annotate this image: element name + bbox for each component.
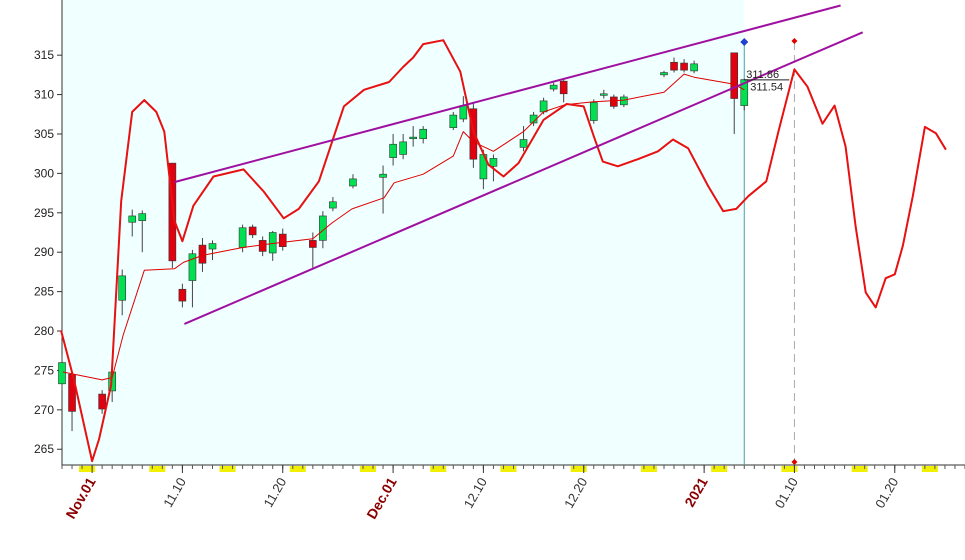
weekend-marker	[921, 466, 938, 472]
candle-body	[128, 215, 137, 223]
candle-body	[309, 240, 317, 248]
weekend-marker	[79, 466, 96, 472]
weekend-marker	[711, 466, 728, 472]
marker-diamond	[791, 459, 798, 465]
candle-body	[539, 100, 548, 113]
candle-body	[98, 393, 106, 410]
weekend-marker	[360, 466, 377, 472]
y-tick-label: 285	[34, 285, 54, 299]
candle-body	[238, 227, 247, 248]
y-tick-label: 270	[34, 403, 54, 417]
candle-body	[389, 143, 397, 158]
y-tick-label: 290	[34, 245, 54, 259]
candle-body	[198, 244, 207, 264]
weekend-marker	[640, 466, 657, 472]
x-tick-label: 12.20	[561, 475, 590, 511]
candle-body	[660, 72, 668, 76]
candle-body	[178, 288, 187, 302]
weekend-marker	[500, 466, 517, 472]
x-tick-label: 01.10	[772, 475, 801, 511]
y-tick-label: 315	[34, 48, 54, 62]
candle-body	[118, 275, 126, 301]
candle-body	[489, 158, 498, 167]
candle-body	[670, 61, 678, 71]
line	[184, 31, 864, 325]
candle-body	[258, 240, 267, 252]
candle-body	[188, 253, 197, 281]
x-tick-label: 12.10	[461, 475, 490, 511]
y-tick-label: 295	[34, 206, 54, 220]
candle-body	[419, 128, 428, 140]
weekend-marker	[149, 466, 166, 472]
candle-body	[599, 93, 608, 96]
plot-background	[62, 0, 745, 465]
x-tick-label: Nov.01	[62, 474, 98, 521]
x-tick-label: 11.10	[160, 475, 189, 510]
candle-body	[559, 80, 568, 95]
candle-body	[409, 136, 417, 140]
candle-body	[449, 114, 458, 128]
candle-body	[589, 102, 598, 121]
candle-body	[278, 233, 287, 247]
line	[60, 39, 947, 463]
y-tick-label: 280	[34, 324, 54, 338]
candle-body	[549, 84, 558, 90]
price-label: 311.54	[750, 81, 783, 93]
candle-body	[329, 201, 337, 209]
candle-body	[138, 213, 147, 221]
weekend-marker	[219, 466, 236, 472]
x-tick-label: 11.20	[261, 475, 290, 510]
weekend-marker	[570, 466, 587, 472]
candle-body	[399, 141, 407, 155]
y-tick-label: 305	[34, 127, 54, 141]
weekend-marker	[430, 466, 447, 472]
candle-body	[680, 62, 688, 71]
candle-body	[168, 162, 177, 262]
candle-body	[379, 173, 387, 178]
y-tick-label: 265	[34, 442, 54, 456]
y-tick-label: 310	[34, 88, 54, 102]
weekend-marker	[851, 466, 868, 472]
candle-body	[459, 105, 468, 120]
candle-body	[248, 226, 257, 236]
x-tick-label: 2021	[681, 474, 711, 509]
candle-body	[58, 362, 66, 385]
candle-body	[730, 52, 739, 99]
y-tick-label: 275	[34, 363, 54, 377]
marker-diamond	[740, 38, 749, 46]
weekend-marker	[781, 466, 798, 472]
candle-body	[349, 178, 357, 187]
candle-body	[519, 139, 528, 148]
weekend-marker	[289, 466, 306, 472]
x-tick-label: Dec.01	[363, 474, 400, 521]
line	[174, 4, 841, 184]
candle-body	[469, 108, 478, 160]
marker-diamond	[791, 38, 798, 44]
candle-body	[620, 96, 628, 106]
x-tick-label: 01.20	[872, 475, 901, 511]
candle-body	[690, 63, 698, 72]
candle-body	[529, 114, 538, 124]
price-label: 311.86	[746, 69, 779, 81]
candle-body	[208, 243, 217, 250]
line	[62, 73, 745, 381]
candle-body	[610, 96, 618, 107]
y-tick-label: 300	[34, 166, 54, 180]
